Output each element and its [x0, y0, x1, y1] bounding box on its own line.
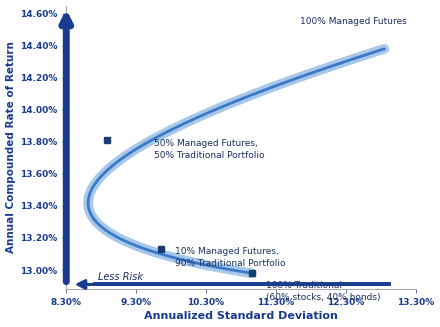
Y-axis label: Annual Compounded Rate of Return: Annual Compounded Rate of Return	[6, 42, 15, 253]
Text: Less Risk: Less Risk	[98, 272, 143, 282]
Text: 10% Managed Futures,
90% Traditional Portfolio: 10% Managed Futures, 90% Traditional Por…	[175, 247, 285, 267]
Text: 100% Managed Futures: 100% Managed Futures	[301, 17, 407, 26]
Text: 50% Managed Futures,
50% Traditional Portfolio: 50% Managed Futures, 50% Traditional Por…	[154, 139, 264, 160]
X-axis label: Annualized Standard Deviation: Annualized Standard Deviation	[144, 311, 338, 321]
Text: 100% Traditional
(60% stocks, 40% bonds): 100% Traditional (60% stocks, 40% bonds)	[265, 281, 380, 302]
